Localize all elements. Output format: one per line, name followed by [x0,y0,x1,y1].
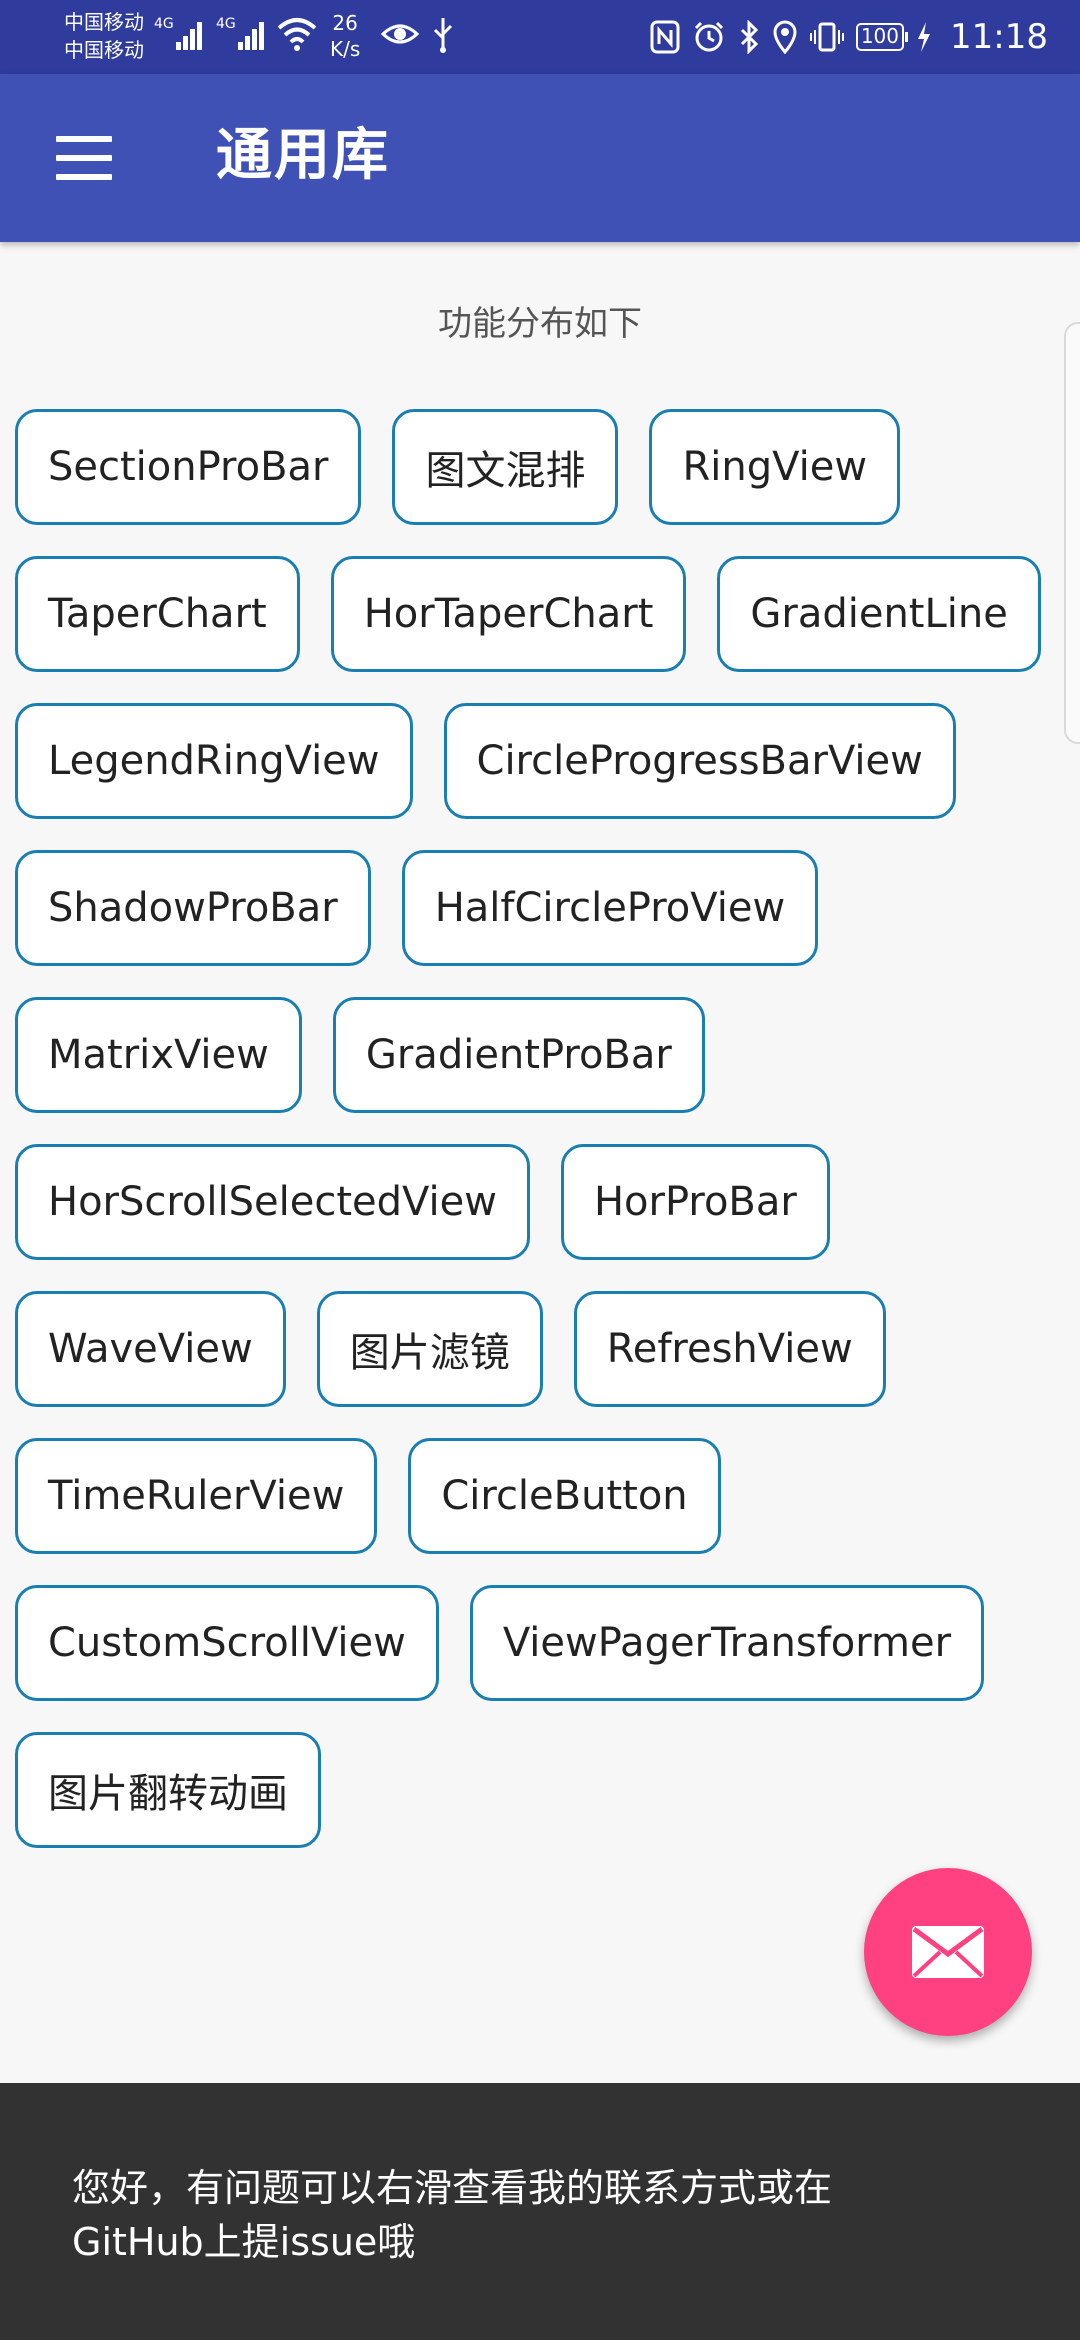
chip-ringview[interactable]: RingView [649,409,901,525]
chip-row: TaperChart HorTaperChart GradientLine [15,556,1065,672]
snackbar-message-line-1: 您好，有问题可以右滑查看我的联系方式或在 [72,2166,833,2210]
network-2-label: 4G [216,16,236,32]
chip-row: LegendRingView CircleProgressBarView [15,703,1065,819]
chip-gradientline[interactable]: GradientLine [717,556,1041,672]
battery-level: 100 [860,24,900,48]
carrier-1: 中国移动 [64,10,144,34]
nfc-icon [650,20,680,54]
network-speed: 26 K/s [330,10,360,62]
vibrate-icon [809,22,844,52]
chip-row: CustomScrollView ViewPagerTransformer [15,1585,1065,1701]
wifi-icon [277,18,317,51]
chip-horscrollselectedview[interactable]: HorScrollSelectedView [15,1144,530,1260]
chip-row: ShadowProBar HalfCircleProView [15,850,1065,966]
section-subtitle: 功能分布如下 [438,304,642,344]
chip-horprobar[interactable]: HorProBar [560,1144,830,1260]
carrier-labels: 中国移动 中国移动 [64,8,144,64]
mail-icon [912,1926,984,1978]
chip-image-filter[interactable]: 图片滤镜 [316,1291,543,1407]
chip-row: TimeRulerView CircleButton [15,1438,1065,1554]
chip-matrixview[interactable]: MatrixView [15,997,302,1113]
chip-row: HorScrollSelectedView HorProBar [15,1144,1065,1260]
status-time: 11:18 [950,17,1048,57]
chip-image-flip-animation[interactable]: 图片翻转动画 [15,1732,321,1848]
eye-icon [380,24,420,44]
chip-row: SectionProBar 图文混排 RingView [15,409,1065,525]
snackbar: 您好，有问题可以右滑查看我的联系方式或在 GitHub上提issue哦 [0,2083,1080,2340]
chip-refreshview[interactable]: RefreshView [573,1291,886,1407]
chip-hortaperchart[interactable]: HorTaperChart [330,556,687,672]
status-icons-right: 100 11:18 [650,0,1048,74]
signal-2-icon: 4G [216,16,264,50]
chip-viewpagertransformer[interactable]: ViewPagerTransformer [469,1585,985,1701]
snackbar-message: 您好，有问题可以右滑查看我的联系方式或在 GitHub上提issue哦 [72,2161,992,2269]
battery-icon: 100 [855,23,909,51]
app-title: 通用库 [216,123,390,188]
chip-shadowprobar[interactable]: ShadowProBar [15,850,371,966]
chip-circlebutton[interactable]: CircleButton [408,1438,721,1554]
chip-halfcircleproview[interactable]: HalfCircleProView [401,850,819,966]
drawer-edge-indicator[interactable] [1064,322,1080,744]
network-speed-unit: K/s [330,37,361,61]
chip-taperchart[interactable]: TaperChart [15,556,300,672]
chip-gradientprobar[interactable]: GradientProBar [332,997,705,1113]
snackbar-message-line-2: GitHub上提issue哦 [72,2220,416,2264]
chip-circleprogressbarview[interactable]: CircleProgressBarView [443,703,956,819]
carrier-2: 中国移动 [64,38,144,62]
location-icon [773,20,797,54]
chip-row: 图片翻转动画 [15,1732,1065,1848]
mail-fab-button[interactable] [864,1868,1032,2036]
network-1-label: 4G [154,16,174,32]
status-bar: 中国移动 中国移动 4G 4G 26 K/s [0,0,1080,74]
chip-waveview[interactable]: WaveView [15,1291,286,1407]
alarm-icon [694,21,723,52]
usb-icon [433,18,453,53]
chip-legendringview[interactable]: LegendRingView [15,703,413,819]
menu-icon[interactable] [50,136,118,180]
chip-sectionprobar[interactable]: SectionProBar [15,409,362,525]
signal-icon: 4G [154,16,202,50]
charging-icon [918,22,931,52]
chip-row: WaveView 图片滤镜 RefreshView [15,1291,1065,1407]
chip-image-text-layout[interactable]: 图文混排 [392,409,619,525]
feature-chip-list: SectionProBar 图文混排 RingView TaperChart H… [15,409,1065,1879]
chip-row: MatrixView GradientProBar [15,997,1065,1113]
chip-timerulerview[interactable]: TimeRulerView [15,1438,378,1554]
chip-customscrollview[interactable]: CustomScrollView [15,1585,439,1701]
bluetooth-icon [740,20,758,54]
network-speed-value: 26 [332,11,358,35]
app-bar: 通用库 [0,74,1080,242]
